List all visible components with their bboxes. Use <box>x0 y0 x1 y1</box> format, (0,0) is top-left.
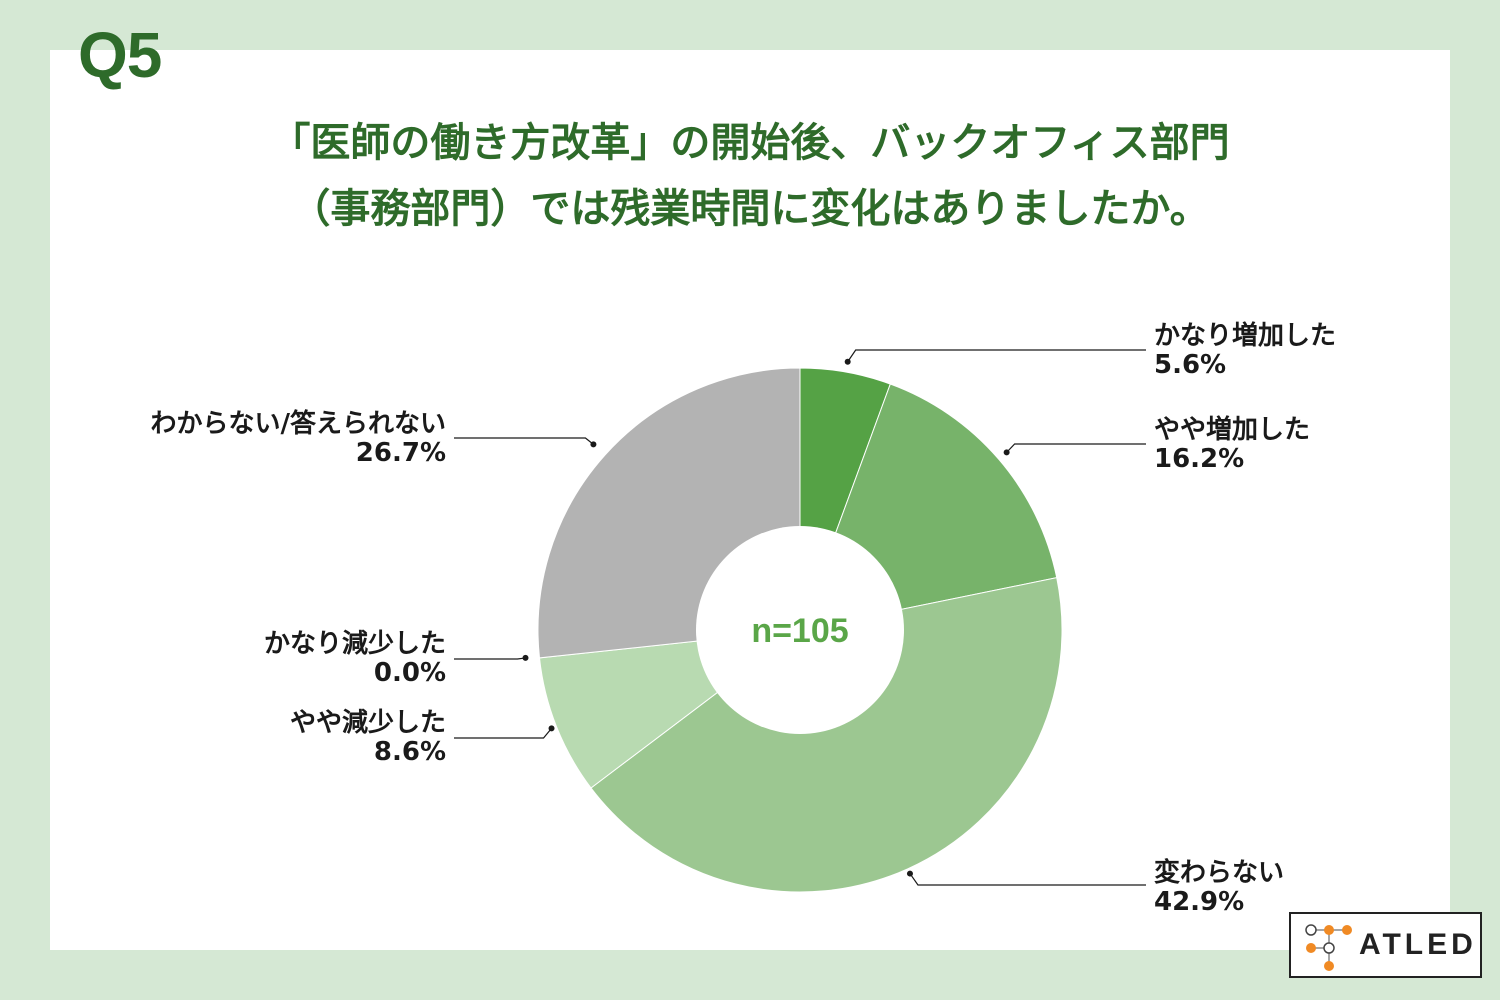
callout-line <box>847 349 1146 363</box>
callout-line <box>454 437 594 445</box>
sample-size-label: n=105 <box>751 612 848 650</box>
title-line-1: 「医師の働き方改革」の開始後、バックオフィス部門 <box>270 120 1230 166</box>
slice-value-label: 8.6% <box>374 737 446 767</box>
slice-label: やや増加した <box>1154 415 1310 445</box>
pie-slice <box>590 577 1063 893</box>
chart-title: 「医師の働き方改革」の開始後、バックオフィス部門 （事務部門）では残業時間に変化… <box>0 110 1500 242</box>
slice-label: かなり増加した <box>1154 321 1336 351</box>
callout-line <box>454 727 552 739</box>
question-label: Q5 <box>78 19 162 91</box>
slice-value-label: 16.2% <box>1154 444 1244 474</box>
slice-label: 変わらない <box>1154 857 1284 888</box>
slice-value-label: 0.0% <box>374 658 446 688</box>
callout-line <box>909 873 1146 886</box>
slice-label: かなり減少した <box>264 629 446 659</box>
slice-value-label: 26.7% <box>356 438 446 468</box>
slice-value-label: 5.6% <box>1154 350 1226 380</box>
slice-label: わからない/答えられない <box>151 408 447 439</box>
title-line-2: （事務部門）では残業時間に変化はありましたか。 <box>290 186 1210 232</box>
slice-value-label: 42.9% <box>1154 887 1244 917</box>
atled-logo-text: ATLED <box>1359 928 1477 961</box>
slice-label: やや減少した <box>290 708 446 738</box>
atled-logo: ATLED <box>1289 912 1482 978</box>
callout-line <box>454 657 526 660</box>
atled-logo-icon <box>1305 924 1352 971</box>
donut-hole <box>696 526 904 734</box>
callout-line <box>1006 443 1146 453</box>
